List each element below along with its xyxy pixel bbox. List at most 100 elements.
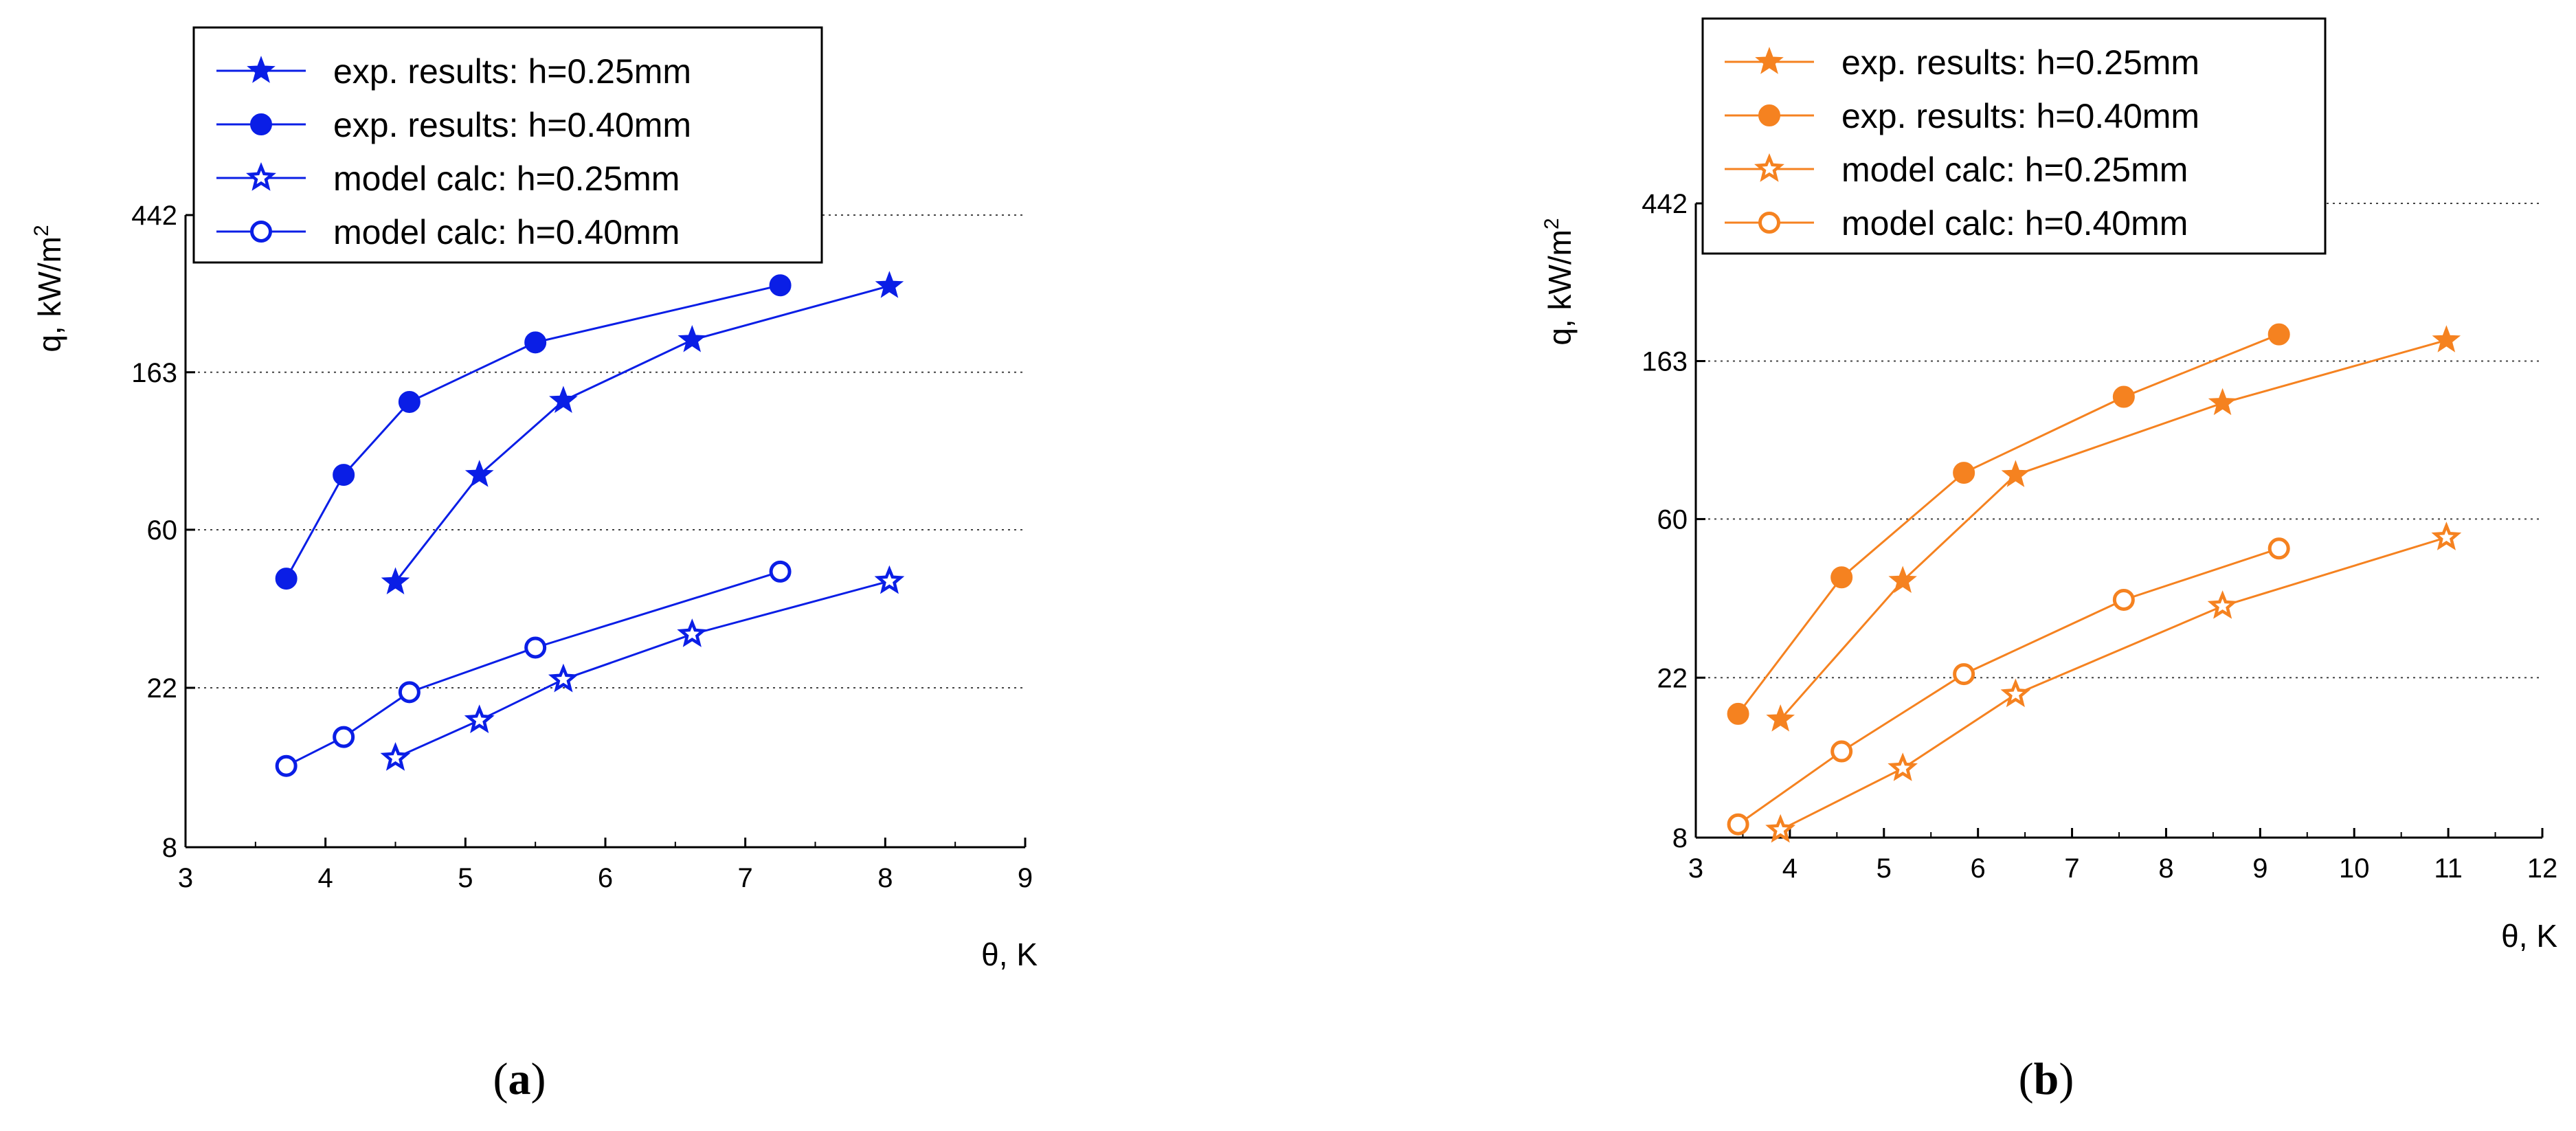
series-line xyxy=(394,284,890,583)
data-point xyxy=(1888,566,1917,594)
legend-entry: exp. results: h=0.40mm xyxy=(216,106,691,144)
chart-panel-b: 8 22 60 163 442 3 4 5 6 7 8 9 10 11 12 θ, K q, kW/m2 e… xyxy=(1541,17,2558,1104)
legend-box xyxy=(192,26,823,264)
data-point xyxy=(1727,702,1749,725)
data-point xyxy=(1830,566,1853,589)
x-axis-title: θ, K xyxy=(981,937,1038,972)
legend-label: model calc: h=0.25mm xyxy=(333,159,680,198)
x-tick-label: 11 xyxy=(2434,853,2463,884)
data-point xyxy=(275,754,298,777)
series-1 xyxy=(381,271,904,595)
legend-label: exp. results: h=0.25mm xyxy=(333,52,691,91)
legend-entry: model calc: h=0.25mm xyxy=(216,159,680,198)
data-point xyxy=(1765,814,1796,843)
y-tick-label: 8 xyxy=(1672,823,1688,853)
legend-marker xyxy=(1758,104,1780,126)
data-point xyxy=(380,741,411,771)
data-point xyxy=(524,331,547,354)
legend-entry: exp. results: h=0.25mm xyxy=(216,52,691,91)
data-point xyxy=(398,390,421,413)
legend-label: model calc: h=0.40mm xyxy=(1841,204,2188,243)
data-point xyxy=(1953,663,1975,686)
data-point xyxy=(381,567,410,595)
legend-entry: model calc: h=0.40mm xyxy=(1725,204,2188,243)
x-tick-label: 8 xyxy=(877,863,893,893)
legend-label: exp. results: h=0.25mm xyxy=(1841,43,2199,82)
y-tick-label: 442 xyxy=(1642,189,1688,219)
legend-entry: exp. results: h=0.25mm xyxy=(1725,43,2199,82)
panel-label-a: (a) xyxy=(493,1054,546,1104)
legend-marker xyxy=(250,113,272,135)
data-point xyxy=(1888,752,1918,781)
x-tick-label: 7 xyxy=(738,863,753,893)
legend: exp. results: h=0.25mm exp. results: h=0.… xyxy=(1701,17,2327,255)
legend-label: model calc: h=0.40mm xyxy=(333,213,680,251)
x-tick-label: 12 xyxy=(2527,853,2558,884)
x-tick-label: 9 xyxy=(1018,863,1033,893)
y-tick-label: 60 xyxy=(147,515,178,546)
y-axis-title-superscript: 2 xyxy=(1541,218,1563,229)
x-tick-label: 3 xyxy=(1688,853,1703,884)
x-tick-label: 9 xyxy=(2252,853,2267,884)
y-tick-label: 442 xyxy=(131,201,177,231)
data-point xyxy=(333,726,355,748)
series-2 xyxy=(1727,323,2290,725)
data-point xyxy=(464,460,494,487)
y-tick-label: 22 xyxy=(1657,663,1688,693)
legend-marker xyxy=(1754,153,1784,182)
legend-label: exp. results: h=0.40mm xyxy=(1841,97,2199,135)
data-point xyxy=(874,565,905,594)
x-tick-label: 7 xyxy=(2064,853,2079,884)
series-4 xyxy=(1727,537,2290,836)
y-tick-label: 163 xyxy=(131,358,177,388)
panel-label-b-letter: b xyxy=(2034,1054,2059,1104)
data-point xyxy=(2112,588,2135,611)
x-tick-label: 3 xyxy=(178,863,193,893)
data-point xyxy=(2267,323,2290,346)
data-point xyxy=(2001,460,2030,487)
data-point xyxy=(1953,462,1975,484)
y-axis-title: q, kW/m2 xyxy=(30,225,67,352)
data-point xyxy=(875,271,904,298)
data-point xyxy=(2267,537,2290,560)
legend-label: exp. results: h=0.40mm xyxy=(333,106,691,144)
legend-box xyxy=(1701,17,2327,255)
x-tick-label: 8 xyxy=(2158,853,2173,884)
y-axis-title: q, kW/m2 xyxy=(1541,218,1578,345)
series-line xyxy=(394,580,890,759)
legend-marker xyxy=(247,56,276,83)
data-point xyxy=(1766,704,1795,732)
legend-label: model calc: h=0.25mm xyxy=(1841,150,2188,189)
y-tick-label: 8 xyxy=(162,833,177,863)
x-tick-label: 6 xyxy=(598,863,613,893)
data-point xyxy=(677,618,708,647)
data-point xyxy=(2431,522,2462,550)
series-line xyxy=(285,284,781,579)
legend-entry: model calc: h=0.25mm xyxy=(1725,150,2188,189)
series-1 xyxy=(1766,325,2461,732)
y-tick-label: 163 xyxy=(1642,347,1688,377)
data-point xyxy=(275,568,298,590)
y-axis-title-text: q, kW/m xyxy=(32,236,67,352)
x-tick-label: 5 xyxy=(1877,853,1892,884)
series-3 xyxy=(1765,522,2462,843)
data-point xyxy=(333,464,355,486)
y-tick-label: 22 xyxy=(147,673,178,704)
data-point xyxy=(677,324,707,352)
legend-marker xyxy=(250,221,272,243)
legend-entry: model calc: h=0.40mm xyxy=(216,213,680,251)
data-point xyxy=(398,681,421,704)
data-point xyxy=(2208,388,2237,416)
data-point xyxy=(769,274,792,297)
y-axis-title-text: q, kW/m xyxy=(1542,229,1578,346)
x-axis-title: θ, K xyxy=(2501,918,2557,954)
chart-panel-a: 8 22 60 163 442 3 4 5 6 7 8 9 θ, K q, kW/m2 exp. re… xyxy=(30,26,1038,1104)
data-point xyxy=(548,663,579,693)
series-line xyxy=(1780,536,2447,831)
legend: exp. results: h=0.25mm exp. results: h=0.… xyxy=(192,26,823,264)
y-axis-title-superscript: 2 xyxy=(30,225,53,236)
data-point xyxy=(464,704,495,733)
data-point xyxy=(524,636,547,659)
data-point xyxy=(769,560,792,583)
